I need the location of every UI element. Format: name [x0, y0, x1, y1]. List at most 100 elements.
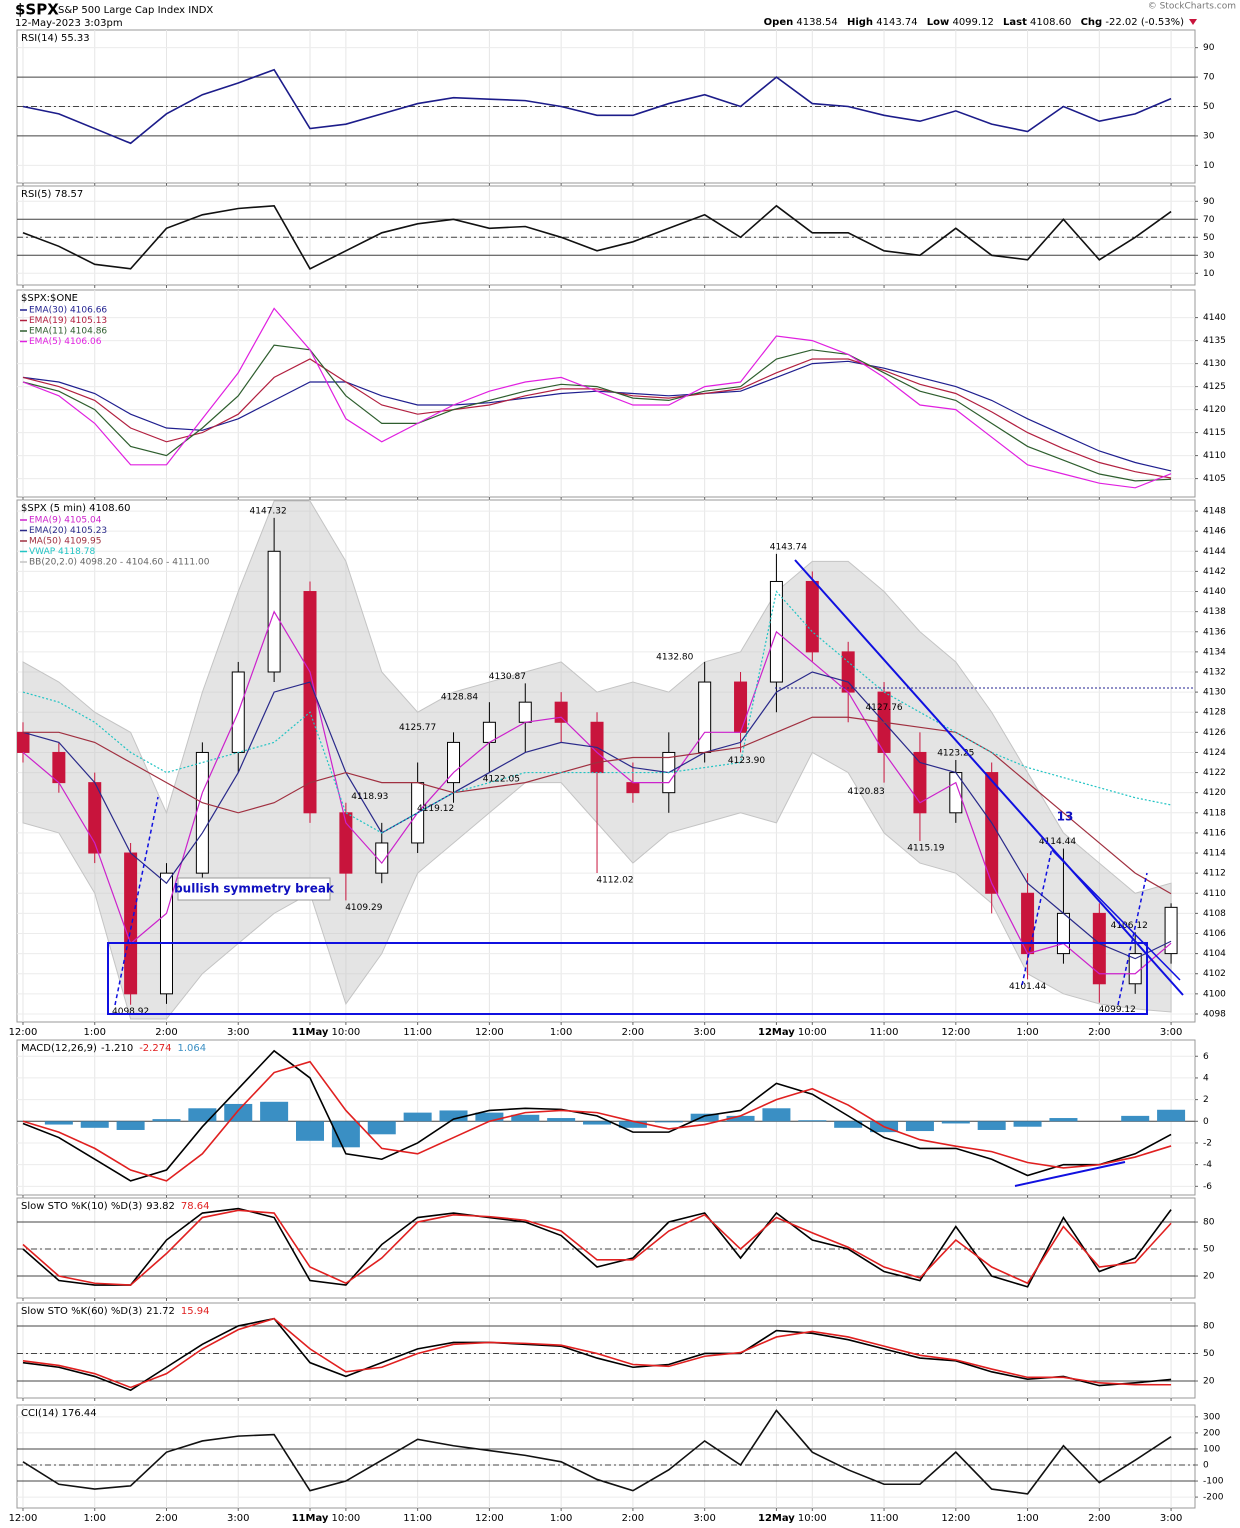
copyright: © StockCharts.com [1148, 2, 1236, 12]
y-tick-label: 4124 [1203, 748, 1226, 758]
histogram-bar [1049, 1118, 1078, 1122]
histogram-bar [188, 1108, 217, 1122]
support-box [107, 942, 1148, 1015]
plot-area [22, 204, 1172, 270]
price-label: 4115.19 [907, 844, 944, 854]
histogram-bar [834, 1121, 863, 1128]
y-tick-label: 4110 [1203, 451, 1226, 461]
y-tick-label: 50 [1203, 233, 1215, 243]
panel-title: RSI(14) 55.33 [21, 33, 90, 44]
y-tick-label: 4115 [1203, 428, 1226, 438]
series-line [22, 610, 1172, 975]
histogram-bar [367, 1121, 396, 1135]
x-tick-label: 10:00 [798, 1513, 827, 1524]
candle-body [303, 591, 317, 814]
candle-body [913, 751, 927, 814]
y-tick-label: 4136 [1203, 627, 1226, 637]
y-tick-label: 4120 [1203, 788, 1226, 798]
histogram-bar [977, 1121, 1006, 1130]
y-tick-label: 200 [1203, 1428, 1220, 1438]
y-tick-label: 4138 [1203, 607, 1226, 617]
legend-entry: 78.64 [181, 1201, 210, 1212]
candle-body [52, 751, 66, 784]
y-tick-label: 4112 [1203, 869, 1226, 879]
candle-body [339, 812, 353, 874]
price-label: 4128.84 [441, 692, 478, 702]
y-tick-label: -100 [1203, 1477, 1224, 1487]
y-tick-label: 50 [1203, 1245, 1215, 1255]
panel-frame [16, 1302, 1196, 1399]
x-tick-label: 11:00 [403, 1027, 432, 1038]
x-tick-label: 1:00 [1016, 1513, 1038, 1524]
quote-label: Low [927, 17, 949, 28]
down-arrow [1189, 19, 1197, 25]
panel-title: MACD(12,26,9) [21, 1043, 97, 1054]
y-tick-label: 10 [1203, 161, 1215, 171]
y-tick-label: 4120 [1203, 405, 1226, 415]
histogram-bar [726, 1115, 755, 1122]
y-tick-label: 100 [1203, 1444, 1220, 1454]
histogram-bar [44, 1121, 73, 1125]
y-tick-label: 4114 [1203, 849, 1226, 859]
candle-body [195, 751, 209, 874]
quote-label: Chg [1081, 17, 1103, 28]
histogram-bar [224, 1103, 253, 1122]
x-tick-label: 2:00 [155, 1027, 177, 1038]
series-line [22, 1317, 1172, 1392]
y-tick-label: 4146 [1203, 527, 1226, 537]
y-tick-label: 4106 [1203, 929, 1226, 939]
histogram-bar [1013, 1121, 1042, 1127]
quote-label: Open [764, 17, 794, 28]
series-line [22, 671, 1172, 960]
y-tick-label: 90 [1203, 43, 1215, 53]
plot-area [22, 307, 1172, 489]
y-tick-label: 30 [1203, 251, 1215, 261]
legend-entry: EMA(20) 4105.23 [29, 526, 107, 536]
series-line [22, 1049, 1172, 1182]
y-tick-label: 4100 [1203, 989, 1226, 999]
candle-body [124, 852, 138, 995]
panel-frame [16, 289, 1196, 498]
candle-body [734, 681, 748, 733]
candle-body [698, 681, 712, 753]
y-tick-label: 4130 [1203, 359, 1226, 369]
histogram-bar [152, 1119, 181, 1122]
price-label: 4098.92 [112, 1007, 149, 1017]
y-tick-label: 4140 [1203, 313, 1226, 323]
price-label: 4106.12 [1111, 921, 1148, 931]
price-label: 4130.87 [489, 672, 526, 682]
dashed-line [1117, 872, 1148, 1006]
series-line [22, 1207, 1172, 1288]
y-tick-label: 4135 [1203, 336, 1226, 346]
x-tick-label: 1:00 [550, 1513, 572, 1524]
series-line [22, 1209, 1172, 1286]
legend-entry: EMA(19) 4105.13 [29, 316, 107, 326]
series-line [22, 68, 1172, 145]
x-tick-label: 12:00 [475, 1027, 504, 1038]
x-tick-label: 3:00 [1160, 1513, 1182, 1524]
x-tick-label: 12:00 [475, 1513, 504, 1524]
legend-entry: 21.72 [146, 1306, 175, 1317]
x-tick-label: 2:00 [1088, 1027, 1110, 1038]
legend-entry: EMA(11) 4104.86 [29, 327, 107, 337]
x-tick-label: 10:00 [331, 1513, 360, 1524]
x-tick-label: 12:00 [941, 1027, 970, 1038]
x-tick-label: 1:00 [550, 1027, 572, 1038]
x-tick-label: 1:00 [1016, 1027, 1038, 1038]
price-label: 4114.44 [1039, 837, 1076, 847]
plot-area [22, 1317, 1172, 1392]
legend-entry: -1.210 [101, 1043, 133, 1054]
price-label: 4122.05 [483, 775, 520, 785]
legend-entry: 1.064 [177, 1043, 206, 1054]
x-tick-label: 11:00 [403, 1513, 432, 1524]
y-tick-label: 30 [1203, 131, 1215, 141]
legend-entry: 93.82 [146, 1201, 175, 1212]
price-label: 4101.44 [1009, 982, 1046, 992]
histogram-bar [583, 1121, 612, 1125]
x-tick-label: 12:00 [941, 1513, 970, 1524]
trend-line [1051, 849, 1181, 981]
histogram-bar [654, 1121, 683, 1123]
y-tick-label: 4 [1203, 1073, 1209, 1083]
y-tick-label: -4 [1203, 1160, 1212, 1170]
